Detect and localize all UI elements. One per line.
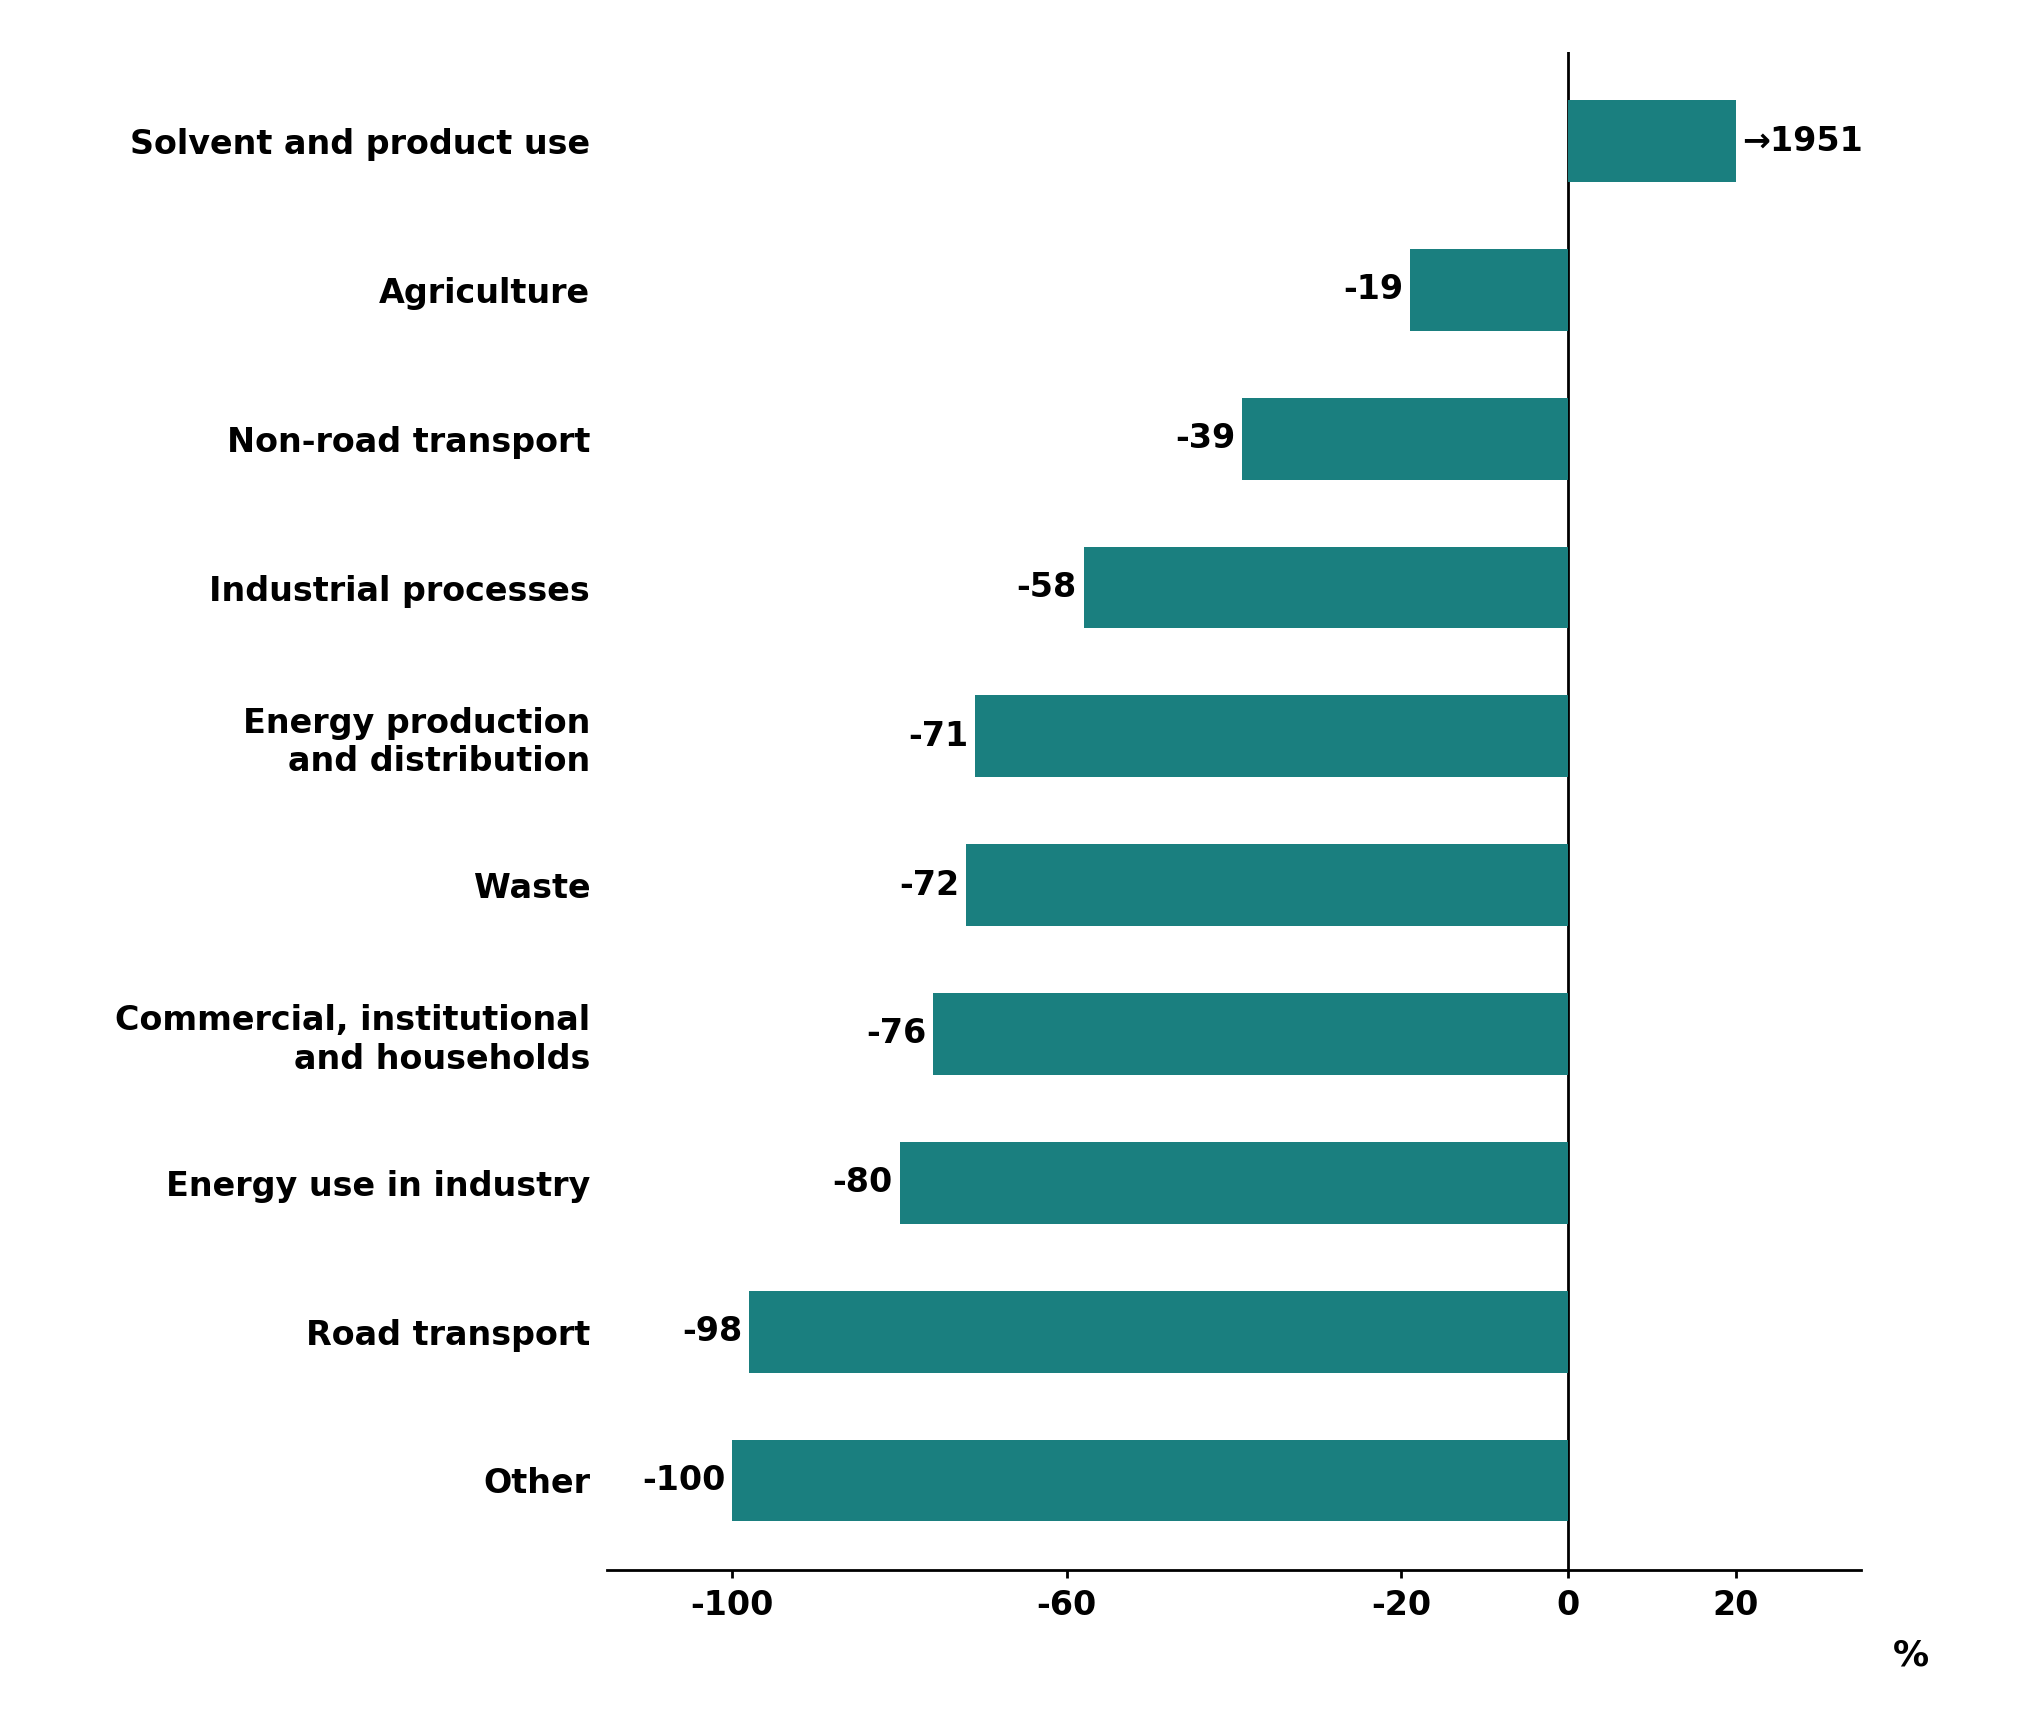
Bar: [732, 1440, 1568, 1521]
Text: -58: -58: [1018, 571, 1076, 604]
Text: →1951: →1951: [1742, 124, 1863, 157]
Bar: [1084, 547, 1568, 628]
Text: -39: -39: [1175, 423, 1236, 455]
Bar: [749, 1290, 1568, 1373]
X-axis label: %: %: [1894, 1639, 1930, 1672]
Text: -19: -19: [1343, 273, 1402, 307]
Text: -98: -98: [682, 1314, 742, 1349]
Bar: [1242, 398, 1568, 480]
Bar: [933, 994, 1568, 1075]
Bar: [975, 695, 1568, 778]
Bar: [900, 1142, 1568, 1223]
Bar: [1568, 100, 1736, 181]
Text: -100: -100: [641, 1465, 726, 1497]
Text: -76: -76: [866, 1018, 927, 1051]
Text: -72: -72: [900, 869, 959, 902]
Bar: [967, 844, 1568, 926]
Bar: [1410, 248, 1568, 331]
Text: -71: -71: [908, 719, 969, 752]
Text: -80: -80: [833, 1166, 892, 1199]
